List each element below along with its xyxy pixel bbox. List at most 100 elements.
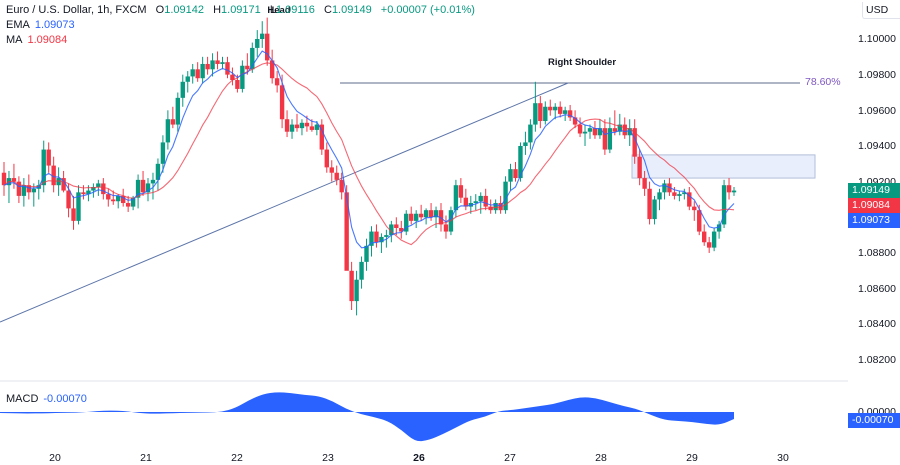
ema-price-tag: 1.09073 — [848, 213, 900, 228]
candle-body — [210, 60, 215, 70]
candle-body — [567, 110, 573, 118]
ema-legend-row[interactable]: EMA 1.09073 — [6, 18, 475, 33]
price-tick: 1.09600 — [858, 105, 896, 117]
candle-body — [51, 165, 56, 186]
candle-body — [145, 183, 151, 193]
candle-body — [96, 183, 101, 187]
candle-body — [702, 231, 707, 243]
time-tick: 30 — [777, 452, 789, 464]
candle-body — [677, 194, 682, 196]
macd-legend[interactable]: MACD -0.00070 — [6, 393, 87, 405]
candle-body — [632, 128, 637, 157]
fib-level-label: 78.60% — [805, 76, 841, 88]
time-tick: 20 — [49, 452, 61, 464]
candle-body — [120, 195, 126, 204]
candle-body — [409, 213, 414, 221]
ma-legend-row[interactable]: MA 1.09084 — [6, 33, 475, 48]
candle-body — [697, 210, 702, 232]
macd-area — [0, 392, 734, 442]
candle-body — [518, 145, 523, 179]
price-tick: 1.10000 — [858, 33, 896, 45]
candle-body — [523, 142, 528, 146]
head-annotation[interactable]: Head — [267, 5, 291, 16]
candle-body — [483, 195, 488, 207]
ma-value: 1.09084 — [27, 34, 68, 46]
candle-body — [16, 181, 22, 196]
ma-line — [3, 62, 735, 246]
candle-body — [26, 185, 32, 193]
candle-body — [255, 39, 260, 48]
candle-body — [185, 76, 190, 82]
candle-body — [513, 169, 518, 179]
candle-body — [418, 213, 424, 218]
ma-label: MA — [6, 34, 23, 46]
price-tick: 1.09800 — [858, 69, 896, 81]
symbol-row: Euro / U.S. Dollar, 1h, FXCM O1.09142 H1… — [6, 4, 475, 16]
candle-body — [463, 197, 469, 207]
right-shoulder-annotation[interactable]: Right Shoulder — [547, 57, 617, 68]
candle-body — [240, 65, 245, 89]
time-tick: 26 — [413, 452, 425, 464]
candle-body — [716, 224, 722, 232]
candle-body — [76, 192, 81, 221]
candle-body — [165, 119, 171, 143]
price-tick: 1.08200 — [858, 354, 896, 366]
candle-body — [453, 185, 459, 211]
candle-body — [433, 210, 439, 218]
currency-button[interactable]: USD — [862, 2, 900, 19]
candle-body — [706, 242, 712, 248]
candle-body — [369, 231, 374, 246]
candle-body — [195, 69, 200, 79]
supply-zone-rect[interactable] — [631, 154, 816, 179]
candle-body — [443, 224, 449, 232]
candle-body — [170, 119, 176, 125]
candle-body — [508, 169, 513, 182]
candle-body — [111, 199, 116, 202]
candle-body — [46, 149, 51, 166]
candle-body — [354, 279, 359, 302]
candle-body — [205, 63, 210, 70]
candle-body — [250, 47, 255, 70]
time-tick: 29 — [686, 452, 698, 464]
candle-body — [41, 149, 46, 186]
candle-body — [135, 179, 141, 198]
candle-body — [553, 106, 558, 111]
change-value: +0.00007 (+0.01%) — [380, 4, 475, 16]
rising-trendline[interactable] — [0, 82, 569, 323]
candle-body — [528, 124, 533, 143]
candle-body — [190, 69, 195, 77]
high-value: 1.09171 — [221, 4, 261, 16]
candle-body — [374, 231, 379, 243]
candle-body — [657, 192, 662, 200]
candle-body — [672, 192, 677, 196]
candle-body — [493, 203, 498, 211]
candle-body — [721, 185, 727, 225]
price-tick: 1.09400 — [858, 140, 896, 152]
candle-body — [428, 210, 434, 218]
candle-body — [299, 122, 305, 129]
price-tick: 1.08400 — [858, 318, 896, 330]
candle-body — [294, 124, 300, 129]
candle-body — [379, 236, 384, 243]
candle-body — [130, 197, 136, 207]
candle-body — [438, 210, 444, 225]
candle-body — [274, 78, 280, 86]
candle-body — [399, 227, 404, 232]
candle-body — [682, 192, 687, 195]
candle-body — [592, 128, 598, 136]
candle-body — [91, 186, 96, 191]
ma-price-tag: 1.09084 — [848, 198, 900, 213]
candle-body — [602, 128, 608, 150]
candle-body — [637, 156, 642, 179]
candle-body — [652, 199, 657, 220]
candle-body — [548, 106, 553, 111]
candle-body — [627, 128, 632, 136]
candle-body — [101, 183, 106, 195]
candle-body — [413, 213, 419, 221]
candle-body — [692, 206, 697, 211]
candle-body — [200, 63, 205, 79]
candle-body — [329, 167, 334, 173]
symbol-title[interactable]: Euro / U.S. Dollar, 1h, FXCM — [6, 4, 147, 16]
candle-body — [473, 201, 478, 204]
